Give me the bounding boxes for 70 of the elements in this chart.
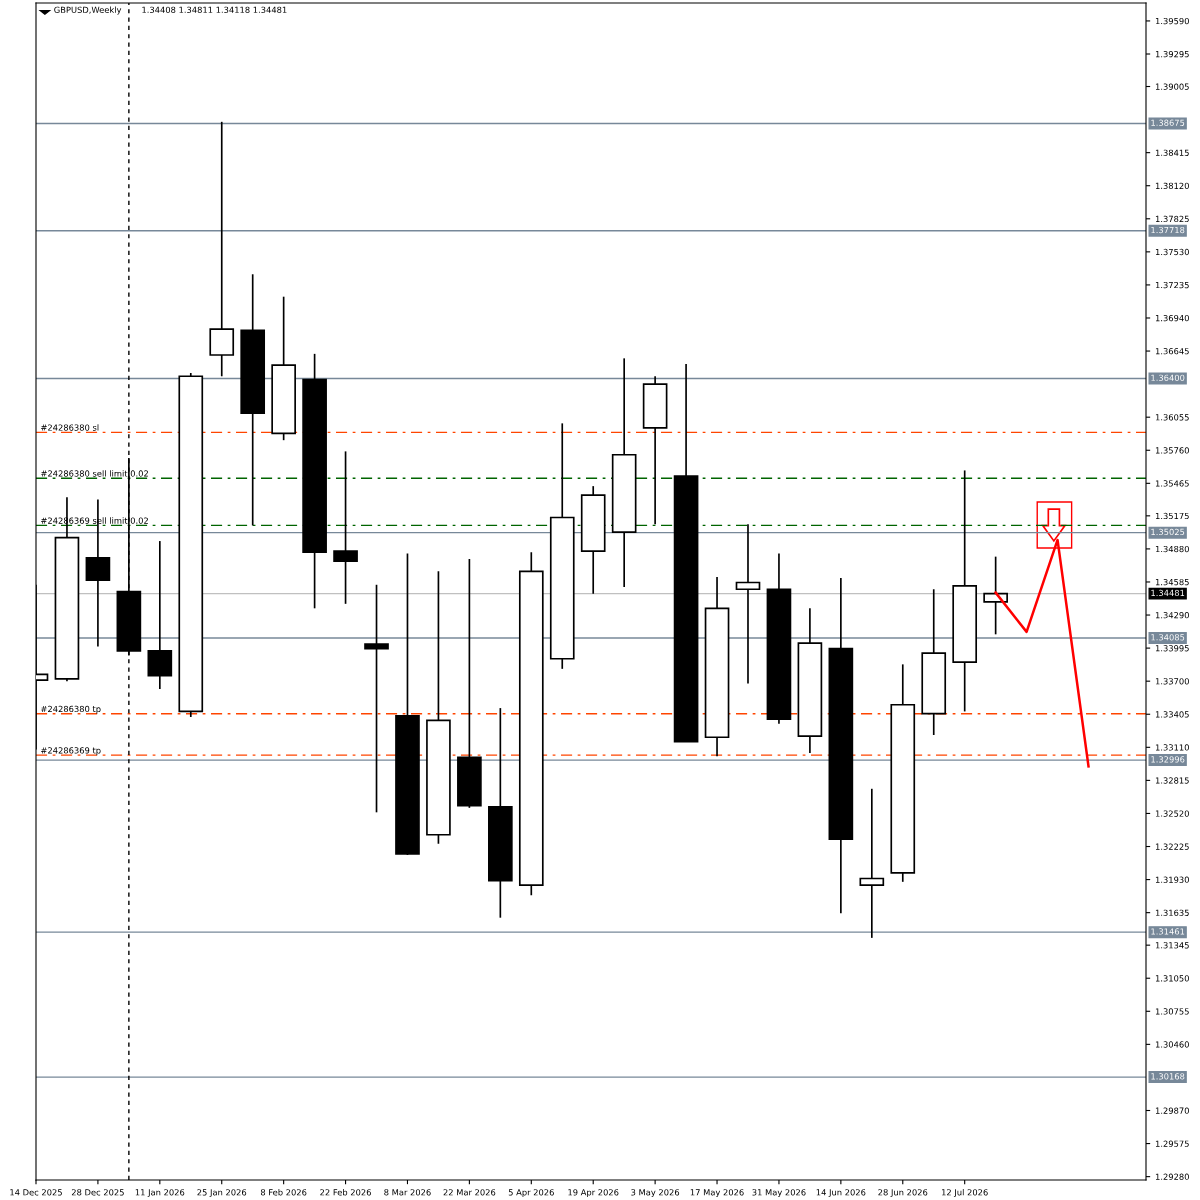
ref-line-label: #24286369 tp <box>41 747 101 756</box>
candlestick <box>364 583 389 814</box>
x-tick-label: 25 Jan 2026 <box>197 1189 247 1198</box>
y-tick-label: 1.36940 <box>1155 314 1189 322</box>
y-tick-label: 1.30460 <box>1155 1041 1189 1048</box>
x-tick-label: 14 Dec 2025 <box>10 1189 62 1196</box>
x-tick-label: 31 May 2026 <box>752 1189 806 1198</box>
y-tick-label: 1.33995 <box>1155 645 1189 652</box>
ref-line-label: 1.32996 <box>1151 756 1185 763</box>
ref-line-label: 1.35025 <box>1151 528 1185 536</box>
ref-line-label: 1.36400 <box>1151 374 1185 381</box>
y-tick-label: 1.32225 <box>1155 843 1189 850</box>
y-tick-label: 1.38415 <box>1155 149 1189 156</box>
y-tick-label: 1.37235 <box>1155 281 1189 289</box>
candlestick <box>735 523 761 685</box>
x-tick-label: 19 Apr 2026 <box>568 1189 619 1198</box>
candlestick <box>859 787 885 939</box>
x-tick-label: 28 Dec 2025 <box>71 1189 124 1196</box>
chart-subtitle: 1.34408 1.34811 1.34118 1.34481 <box>142 6 287 13</box>
x-tick-label: 3 May 2026 <box>631 1189 680 1198</box>
y-tick-label: 1.34880 <box>1155 545 1189 553</box>
ref-line-label: #24286380 sell limit 0.02 <box>41 470 148 477</box>
y-tick-label: 1.33405 <box>1155 711 1189 718</box>
ref-line-label: 1.34085 <box>1151 634 1185 641</box>
y-tick-label: 1.29575 <box>1155 1140 1189 1147</box>
chart-title: GBPUSD,Weekly <box>54 6 122 15</box>
y-tick-label: 1.33110 <box>1155 744 1189 751</box>
x-tick-label: 11 Jan 2026 <box>135 1189 185 1198</box>
y-tick-label: 1.33700 <box>1155 678 1189 685</box>
y-tick-label: 1.31345 <box>1155 942 1189 949</box>
ref-line-label: #24286380 sl <box>41 424 99 431</box>
x-tick-label: 8 Feb 2026 <box>260 1189 307 1196</box>
y-tick-label: 1.39295 <box>1155 50 1189 58</box>
y-tick-label: 1.34290 <box>1155 612 1189 619</box>
y-tick-label: 1.39005 <box>1155 83 1189 90</box>
y-tick-label: 1.31930 <box>1155 876 1189 883</box>
x-tick-label: 12 Jul 2026 <box>942 1189 988 1198</box>
y-tick-label: 1.29280 <box>1155 1173 1189 1180</box>
x-tick-label: 8 Mar 2026 <box>384 1189 431 1196</box>
candlestick <box>333 450 358 605</box>
ref-line-label: 1.31461 <box>1151 928 1185 935</box>
y-tick-label: 1.38120 <box>1155 182 1189 189</box>
y-tick-label: 1.35175 <box>1155 512 1189 520</box>
y-tick-label: 1.37530 <box>1155 248 1189 256</box>
ref-line-label: 1.30168 <box>1151 1073 1185 1080</box>
y-tick-label: 1.36645 <box>1155 348 1189 355</box>
y-tick-label: 1.39590 <box>1155 17 1189 25</box>
y-tick-label: 1.32815 <box>1155 777 1189 784</box>
x-tick-label: 22 Feb 2026 <box>320 1189 371 1196</box>
y-tick-label: 1.34585 <box>1155 578 1189 586</box>
y-tick-label: 1.29870 <box>1155 1107 1189 1114</box>
x-tick-label: 22 Mar 2026 <box>443 1189 496 1196</box>
x-tick-label: 17 May 2026 <box>690 1189 744 1198</box>
y-tick-label: 1.31050 <box>1155 975 1189 982</box>
x-tick-label: 14 Jun 2026 <box>816 1189 866 1198</box>
ref-line-label: 1.38675 <box>1151 119 1185 126</box>
x-tick-label: 5 Apr 2026 <box>508 1189 554 1198</box>
x-tick-label: 28 Jun 2026 <box>878 1189 928 1198</box>
y-tick-label: 1.31635 <box>1155 909 1189 916</box>
ref-line-label: 1.34481 <box>1151 589 1185 597</box>
candlestick <box>983 555 1008 636</box>
y-tick-label: 1.36055 <box>1155 414 1189 421</box>
ref-line-label: #24286380 tp <box>41 705 101 714</box>
y-tick-label: 1.35465 <box>1155 480 1189 487</box>
y-tick-label: 1.30755 <box>1155 1008 1189 1015</box>
y-tick-label: 1.37825 <box>1155 215 1189 223</box>
y-tick-label: 1.32520 <box>1155 810 1189 817</box>
ref-line-label: 1.37718 <box>1151 226 1185 234</box>
y-tick-label: 1.35760 <box>1155 447 1189 454</box>
candlestick <box>209 120 235 378</box>
